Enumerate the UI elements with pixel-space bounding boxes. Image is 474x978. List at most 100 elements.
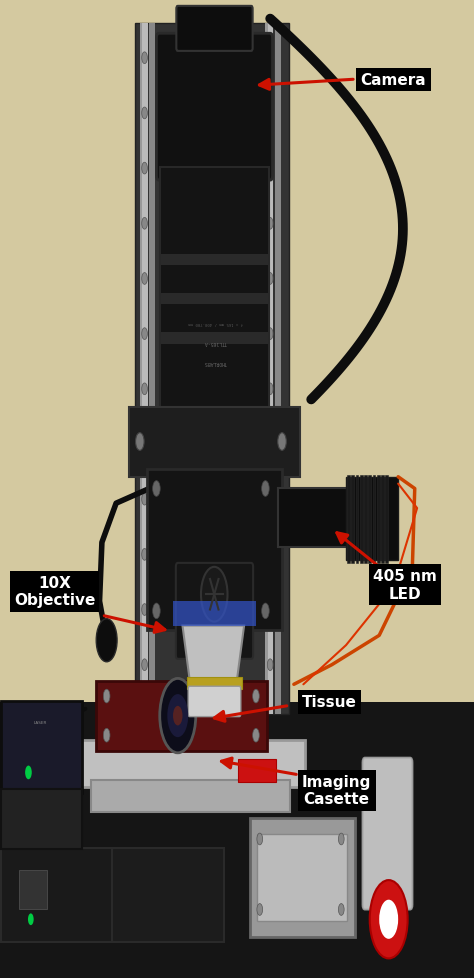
FancyBboxPatch shape: [351, 475, 354, 563]
Circle shape: [25, 766, 32, 779]
Circle shape: [267, 108, 273, 119]
FancyBboxPatch shape: [265, 24, 271, 714]
FancyBboxPatch shape: [147, 469, 282, 631]
Circle shape: [103, 689, 110, 703]
Circle shape: [267, 163, 273, 175]
Circle shape: [96, 619, 117, 662]
Text: 405 nm
LED: 405 nm LED: [374, 568, 437, 601]
Text: Imaging
Casette: Imaging Casette: [302, 774, 371, 807]
Text: TTL165-A: TTL165-A: [204, 339, 227, 345]
FancyBboxPatch shape: [161, 333, 268, 344]
FancyBboxPatch shape: [176, 563, 253, 659]
FancyBboxPatch shape: [129, 408, 300, 477]
FancyBboxPatch shape: [112, 848, 224, 942]
FancyBboxPatch shape: [257, 834, 347, 921]
Circle shape: [142, 108, 147, 119]
Circle shape: [370, 880, 408, 958]
Circle shape: [142, 53, 147, 65]
Circle shape: [262, 603, 269, 619]
Circle shape: [136, 433, 144, 451]
Circle shape: [142, 659, 147, 671]
FancyBboxPatch shape: [1, 789, 82, 849]
FancyBboxPatch shape: [363, 758, 412, 910]
Circle shape: [257, 833, 263, 845]
FancyBboxPatch shape: [360, 475, 363, 563]
Circle shape: [153, 603, 160, 619]
Circle shape: [253, 729, 259, 742]
Text: Tissue: Tissue: [302, 694, 357, 710]
Text: 10X
Objective: 10X Objective: [14, 575, 95, 608]
FancyBboxPatch shape: [188, 687, 241, 717]
FancyBboxPatch shape: [91, 780, 290, 812]
Circle shape: [167, 694, 188, 737]
Circle shape: [142, 439, 147, 451]
FancyBboxPatch shape: [368, 475, 371, 563]
FancyBboxPatch shape: [373, 475, 375, 563]
Circle shape: [267, 439, 273, 451]
Circle shape: [142, 163, 147, 175]
Circle shape: [142, 329, 147, 340]
Circle shape: [173, 706, 182, 726]
Circle shape: [201, 567, 228, 622]
FancyBboxPatch shape: [160, 168, 269, 419]
FancyBboxPatch shape: [356, 475, 358, 563]
FancyBboxPatch shape: [149, 24, 155, 714]
Text: f = 165 mm / 400-700 nm: f = 165 mm / 400-700 nm: [188, 321, 243, 325]
FancyBboxPatch shape: [173, 601, 256, 626]
Circle shape: [142, 494, 147, 506]
Circle shape: [142, 383, 147, 395]
Circle shape: [257, 904, 263, 915]
Circle shape: [267, 218, 273, 230]
Text: LASER: LASER: [34, 721, 47, 725]
Circle shape: [142, 549, 147, 560]
FancyBboxPatch shape: [278, 488, 347, 548]
FancyBboxPatch shape: [96, 682, 267, 751]
Circle shape: [267, 604, 273, 616]
FancyBboxPatch shape: [135, 24, 289, 714]
FancyBboxPatch shape: [77, 740, 305, 787]
FancyBboxPatch shape: [275, 24, 281, 714]
Text: Camera: Camera: [361, 72, 426, 88]
Polygon shape: [182, 626, 244, 680]
Circle shape: [267, 383, 273, 395]
Circle shape: [267, 494, 273, 506]
FancyBboxPatch shape: [161, 293, 268, 305]
Text: THORLABS: THORLABS: [204, 359, 227, 365]
FancyBboxPatch shape: [377, 475, 380, 563]
Circle shape: [262, 481, 269, 497]
FancyBboxPatch shape: [176, 7, 253, 52]
Circle shape: [267, 549, 273, 560]
FancyBboxPatch shape: [238, 759, 276, 782]
Circle shape: [267, 53, 273, 65]
Circle shape: [338, 904, 344, 915]
Circle shape: [267, 273, 273, 285]
FancyBboxPatch shape: [347, 475, 350, 563]
FancyBboxPatch shape: [250, 819, 355, 937]
FancyBboxPatch shape: [142, 24, 148, 714]
FancyBboxPatch shape: [1, 848, 113, 942]
FancyBboxPatch shape: [364, 475, 367, 563]
FancyBboxPatch shape: [0, 0, 474, 702]
Circle shape: [379, 900, 398, 939]
Circle shape: [103, 729, 110, 742]
Circle shape: [253, 689, 259, 703]
Circle shape: [338, 833, 344, 845]
FancyBboxPatch shape: [140, 24, 146, 714]
Circle shape: [153, 481, 160, 497]
FancyBboxPatch shape: [268, 24, 273, 714]
Circle shape: [28, 913, 34, 925]
FancyBboxPatch shape: [1, 701, 82, 793]
FancyBboxPatch shape: [161, 254, 268, 266]
Circle shape: [142, 273, 147, 285]
FancyBboxPatch shape: [0, 702, 474, 978]
Circle shape: [160, 679, 196, 753]
Circle shape: [267, 329, 273, 340]
FancyBboxPatch shape: [187, 678, 242, 689]
Circle shape: [267, 659, 273, 671]
Circle shape: [142, 218, 147, 230]
Circle shape: [142, 604, 147, 616]
Circle shape: [278, 433, 286, 451]
FancyBboxPatch shape: [346, 477, 398, 560]
FancyBboxPatch shape: [381, 475, 384, 563]
FancyBboxPatch shape: [385, 475, 388, 563]
